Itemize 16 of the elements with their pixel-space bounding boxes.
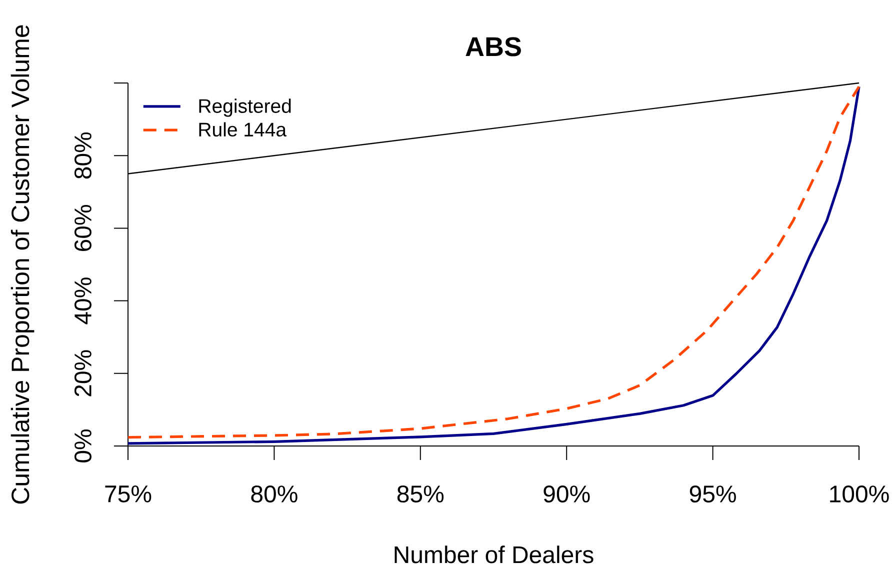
y-tick-label: 0% — [74, 430, 92, 462]
y-tick-label: 80% — [74, 132, 92, 179]
x-tick-label: 85% — [397, 486, 444, 503]
y-tick-label: 60% — [74, 205, 92, 251]
x-tick-label: 90% — [544, 486, 590, 503]
x-axis-title: Number of Dealers — [394, 546, 594, 564]
chart-title: ABS — [466, 37, 521, 56]
y-tick-label: 20% — [74, 350, 92, 396]
x-tick-label: 75% — [105, 486, 152, 502]
y-tick-label: 40% — [74, 278, 92, 324]
legend-label: Rule 144a — [199, 122, 287, 137]
legend-label: Registered — [199, 98, 291, 117]
x-tick-label: 95% — [690, 486, 736, 503]
x-tick-label: 80% — [251, 486, 298, 503]
y-axis-title: Cumulative Proportion of Customer Volume — [10, 25, 34, 504]
x-tick-label: 100% — [830, 486, 889, 503]
